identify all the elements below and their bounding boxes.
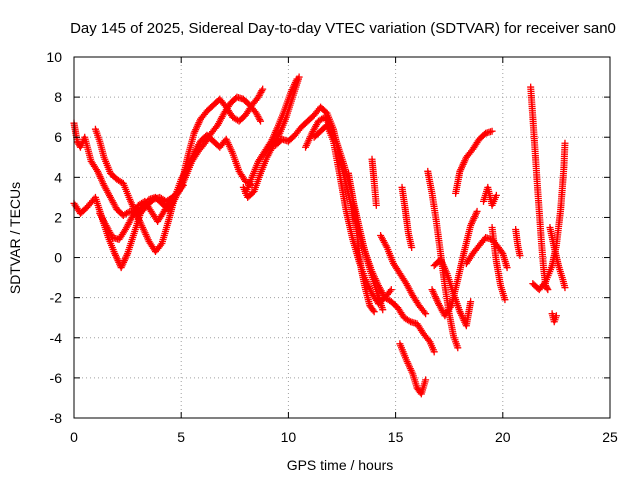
x-tick-label: 0 xyxy=(70,429,78,445)
series-track-21 xyxy=(480,183,500,209)
series-track-4 xyxy=(96,181,187,244)
x-tick-label: 5 xyxy=(177,429,185,445)
data-point xyxy=(405,317,413,325)
data-point xyxy=(543,284,551,292)
series-track-22 xyxy=(512,225,524,260)
y-tick-label: -8 xyxy=(50,410,63,426)
data-point xyxy=(473,207,481,215)
data-point xyxy=(544,286,552,294)
y-tick-label: 8 xyxy=(54,89,62,105)
series-track-12 xyxy=(377,231,430,318)
x-tick-label: 10 xyxy=(281,429,297,445)
data-point xyxy=(258,87,266,95)
series-track-11 xyxy=(368,155,380,209)
data-point xyxy=(372,201,380,209)
series-track-17 xyxy=(428,207,481,320)
series-track-20 xyxy=(488,223,509,304)
data-point xyxy=(387,286,395,294)
data-point xyxy=(540,279,548,287)
x-axis-label: GPS time / hours xyxy=(287,457,394,473)
plot-frame xyxy=(73,56,611,419)
y-tick-label: -4 xyxy=(50,330,63,346)
data-point xyxy=(293,75,301,83)
data-point xyxy=(492,191,500,199)
y-axis-label: SDTVAR / TECUs xyxy=(7,182,23,294)
data-point xyxy=(259,85,267,93)
x-tick-label: 15 xyxy=(388,429,404,445)
data-point xyxy=(446,303,454,311)
data-point xyxy=(454,344,462,352)
x-tick-label: 20 xyxy=(495,429,511,445)
data-point xyxy=(369,306,377,314)
series-track-25 xyxy=(546,223,569,292)
data-point xyxy=(561,284,569,292)
series-track-24 xyxy=(529,139,569,294)
data-point xyxy=(420,308,428,316)
data-point xyxy=(488,127,496,135)
series-track-13 xyxy=(396,340,430,398)
data-point xyxy=(386,287,394,295)
data-point xyxy=(425,336,433,344)
data-point xyxy=(503,264,511,272)
y-tick-label: 2 xyxy=(54,209,62,225)
data-point xyxy=(179,181,187,189)
series-track-23 xyxy=(527,83,552,294)
data-point xyxy=(408,244,416,252)
y-tick-label: 4 xyxy=(54,169,62,185)
series-track-14 xyxy=(398,183,416,252)
data-point xyxy=(552,312,560,320)
series-track-19 xyxy=(462,234,511,272)
series-track-6 xyxy=(242,75,301,197)
data-point xyxy=(498,248,506,256)
series-track-18 xyxy=(452,127,496,197)
data-point xyxy=(516,252,524,260)
data-point xyxy=(561,139,569,147)
y-tick-label: 0 xyxy=(54,250,62,266)
data-point xyxy=(256,116,264,124)
y-tick-label: 10 xyxy=(46,49,62,65)
y-tick-label: 6 xyxy=(54,129,62,145)
data-point xyxy=(422,376,430,384)
y-tick-label: -6 xyxy=(50,370,63,386)
x-tick-label: 25 xyxy=(602,429,618,445)
data-point xyxy=(178,183,186,191)
data-point xyxy=(370,308,378,316)
y-tick-label: -2 xyxy=(50,290,63,306)
series-track-26 xyxy=(548,310,560,326)
chart-title: Day 145 of 2025, Sidereal Day-to-day VTE… xyxy=(70,20,616,37)
data-point xyxy=(157,241,165,249)
data-point xyxy=(379,306,387,314)
series-track-10 xyxy=(344,169,378,316)
data-point xyxy=(501,296,509,304)
data-point xyxy=(467,298,475,306)
series-track-3 xyxy=(91,125,256,256)
data-point xyxy=(257,117,265,125)
data-points xyxy=(70,73,569,398)
data-point xyxy=(430,348,438,356)
data-point xyxy=(422,310,430,318)
